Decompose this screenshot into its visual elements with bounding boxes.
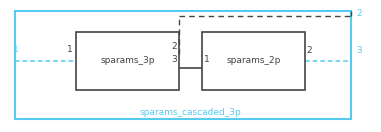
FancyBboxPatch shape	[76, 32, 179, 90]
Text: sparams_2p: sparams_2p	[226, 56, 280, 65]
Text: 3: 3	[171, 55, 177, 64]
Text: sparams_3p: sparams_3p	[100, 56, 155, 65]
Text: 2: 2	[356, 9, 362, 18]
Text: 1: 1	[67, 45, 72, 54]
FancyBboxPatch shape	[202, 32, 305, 90]
Text: 1: 1	[13, 45, 19, 54]
Text: 1: 1	[204, 55, 210, 64]
Text: 2: 2	[307, 46, 312, 55]
Text: sparams_cascaded_3p: sparams_cascaded_3p	[139, 109, 242, 117]
Text: 2: 2	[171, 42, 177, 51]
Text: 3: 3	[356, 46, 362, 55]
